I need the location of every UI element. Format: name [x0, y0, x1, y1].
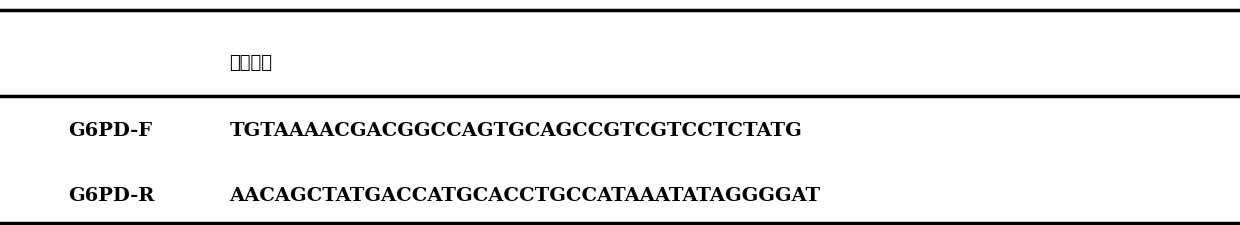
Text: G6PD-F: G6PD-F — [68, 122, 153, 140]
Text: AACAGCTATGACCATGCACCTGCCATAAATATAGGGGAT: AACAGCTATGACCATGCACCTGCCATAAATATAGGGGAT — [229, 187, 821, 205]
Text: G6PD-R: G6PD-R — [68, 187, 155, 205]
Text: 引物序列: 引物序列 — [229, 54, 273, 72]
Text: TGTAAAACGACGGCCAGTGCAGCCGTCGTCCTCTATG: TGTAAAACGACGGCCAGTGCAGCCGTCGTCCTCTATG — [229, 122, 802, 140]
